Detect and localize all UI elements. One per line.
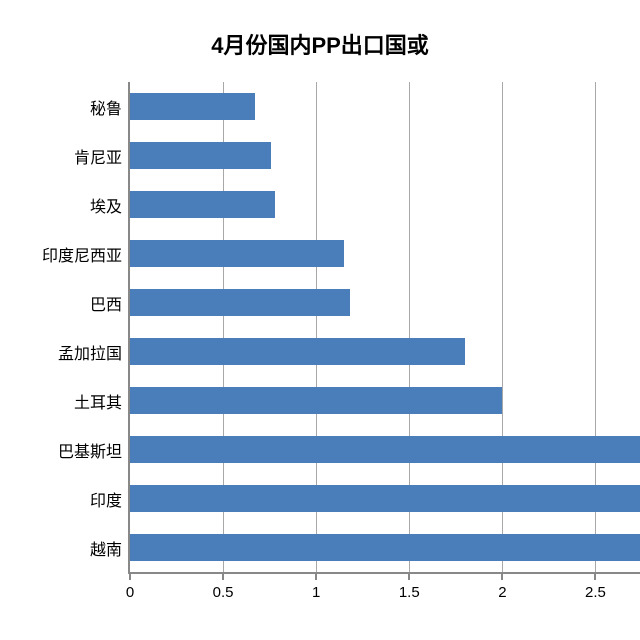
y-label: 巴西 (90, 291, 130, 315)
bar (130, 191, 275, 218)
y-label: 越南 (90, 536, 130, 560)
x-tick (315, 572, 317, 580)
x-tick-label: 0 (126, 584, 134, 601)
y-label: 印度尼西亚 (42, 242, 130, 266)
x-tick-label: 1 (312, 584, 320, 601)
x-tick (129, 572, 131, 580)
x-tick-label: 2 (498, 584, 506, 601)
bar (130, 142, 271, 169)
bar (130, 387, 502, 414)
bar (130, 240, 344, 267)
y-label: 印度 (90, 487, 130, 511)
x-tick (408, 572, 410, 580)
bar (130, 485, 640, 512)
y-label: 巴基斯坦 (58, 438, 130, 462)
bar (130, 338, 465, 365)
y-label: 土耳其 (74, 389, 130, 413)
y-label: 孟加拉国 (58, 340, 130, 364)
x-tick-label: 2.5 (585, 584, 606, 601)
plot-area: 00.511.522.5越南印度巴基斯坦土耳其孟加拉国巴西印度尼西亚埃及肯尼亚秘… (128, 82, 640, 574)
bar-chart: 4月份国内PP出口国或 00.511.522.5越南印度巴基斯坦土耳其孟加拉国巴… (0, 0, 640, 640)
y-label: 肯尼亚 (74, 144, 130, 168)
bar (130, 436, 640, 463)
x-tick-label: 1.5 (399, 584, 420, 601)
x-tick (222, 572, 224, 580)
y-label: 埃及 (90, 193, 130, 217)
bar (130, 93, 255, 120)
x-tick (501, 572, 503, 580)
x-tick-label: 0.5 (213, 584, 234, 601)
bar (130, 534, 640, 561)
bar (130, 289, 350, 316)
x-tick (594, 572, 596, 580)
y-label: 秘鲁 (90, 95, 130, 119)
chart-title: 4月份国内PP出口国或 (0, 28, 640, 60)
